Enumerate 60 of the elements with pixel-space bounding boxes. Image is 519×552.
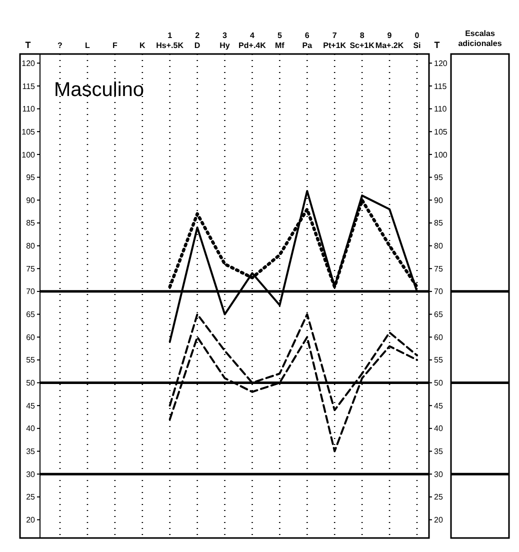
y2-tick-label: 25	[434, 492, 444, 502]
y-tick-label: 80	[26, 242, 36, 251]
y2-tick-label: 80	[434, 242, 444, 251]
y-tick-label: 40	[26, 424, 36, 434]
y-tick-label: 20	[26, 516, 36, 525]
y-tick-label: 60	[26, 332, 36, 342]
x-tick-label: 5 Mf	[275, 31, 285, 50]
y2-tick-label: 75	[434, 264, 444, 274]
y2-tick-label: 70	[434, 287, 444, 296]
y-tick-label: 115	[22, 82, 36, 91]
y-tick-label: 90	[26, 196, 36, 205]
y2-tick-label: 20	[434, 516, 444, 525]
y-tick-label: 55	[26, 356, 36, 365]
y2-tick-label: 40	[434, 424, 444, 434]
y-tick-label: 85	[26, 218, 36, 228]
x-tick-label: 7 Pt+1K	[323, 31, 346, 50]
x-tick-label: 4 Pd+.4K	[238, 31, 266, 50]
text: Escalas adicionales	[458, 29, 502, 48]
x-tick-label: 3 Hy	[220, 31, 230, 50]
y2-axis-title: T	[434, 40, 440, 50]
y-tick-label: 50	[26, 378, 36, 388]
y2-tick-label: 105	[434, 127, 448, 136]
y-tick-label: 105	[22, 127, 36, 136]
x-tick-label: 1 Hs+.5K	[156, 31, 184, 50]
y-tick-label: 100	[22, 150, 36, 160]
x-tick-label: 9 Ma+.2K	[375, 31, 404, 50]
x-tick-label: L	[85, 41, 90, 50]
y-tick-label: 65	[26, 310, 36, 320]
y2-tick-label: 60	[434, 332, 444, 342]
x-tick-label: K	[139, 41, 146, 50]
y-tick-label: 95	[26, 173, 36, 182]
y2-tick-label: 55	[434, 356, 444, 365]
x-tick-label: 0 Si	[413, 31, 421, 50]
x-tick-label: F	[112, 41, 118, 50]
y2-tick-label: 90	[434, 196, 444, 205]
y2-tick-label: 50	[434, 378, 444, 388]
y2-tick-label: 95	[434, 173, 444, 182]
x-tick-label: ?	[58, 41, 63, 50]
x-tick-label: 6 Pa	[302, 31, 313, 50]
y2-tick-label: 100	[434, 150, 448, 160]
y-axis-title: T	[25, 40, 32, 50]
y-tick-label: 25	[26, 492, 36, 502]
y2-tick-label: 65	[434, 310, 444, 320]
y-tick-label: 45	[26, 401, 36, 410]
y2-tick-label: 45	[434, 401, 444, 410]
y2-tick-label: 35	[434, 447, 444, 456]
y2-tick-label: 115	[434, 82, 448, 91]
y-tick-label: 75	[26, 264, 36, 274]
y-tick-label: 70	[26, 287, 36, 296]
y2-tick-label: 30	[434, 470, 444, 479]
y2-tick-label: 110	[434, 104, 448, 114]
text: Masculino	[54, 79, 144, 101]
y-tick-label: 35	[26, 447, 36, 456]
y2-tick-label: 120	[434, 58, 448, 68]
y-tick-label: 120	[22, 58, 36, 68]
y-tick-label: 110	[22, 104, 36, 114]
x-tick-label: 2 D	[194, 31, 200, 50]
y-tick-label: 30	[26, 470, 36, 479]
y2-tick-label: 85	[434, 218, 444, 228]
x-tick-label: 8 Sc+1K	[350, 31, 375, 50]
